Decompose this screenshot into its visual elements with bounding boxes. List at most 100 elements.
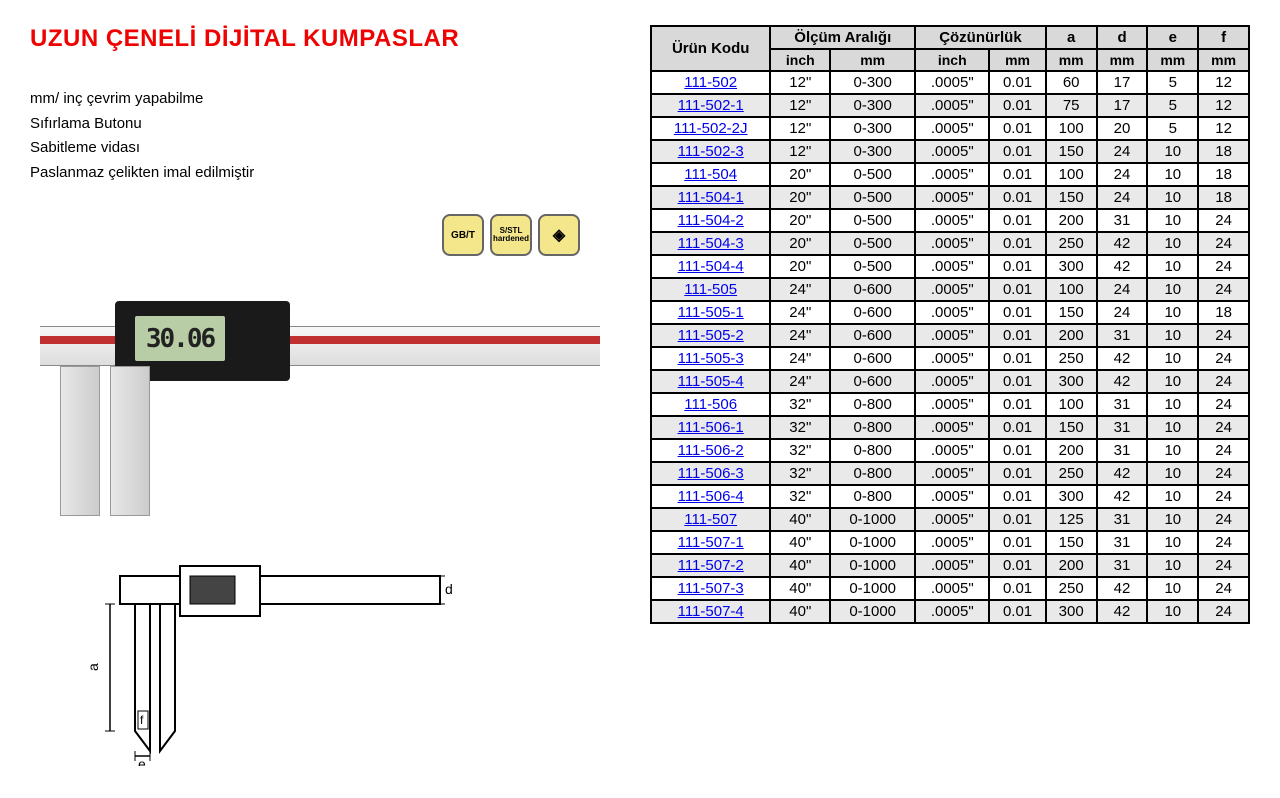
cell-res-mm: 0.01 [989,324,1045,347]
dimension-diagram: a d e f [80,556,460,766]
col-f: f [1198,26,1249,49]
cell-a: 200 [1046,324,1097,347]
cell-d: 24 [1097,140,1148,163]
unit-mm: mm [1046,49,1097,71]
cell-res-inch: .0005" [915,117,989,140]
cell-code[interactable]: 111-504-2 [651,209,770,232]
cell-mm: 0-500 [830,209,915,232]
product-link[interactable]: 111-505 [684,281,737,298]
cell-a: 200 [1046,554,1097,577]
col-resolution: Çözünürlük [915,26,1046,49]
cell-code[interactable]: 111-506-2 [651,439,770,462]
table-row: 111-504-220"0-500.0005"0.01200311024 [651,209,1249,232]
cell-code[interactable]: 111-504 [651,163,770,186]
cell-f: 24 [1198,324,1249,347]
product-link[interactable]: 111-502-1 [678,97,744,114]
cell-inch: 40" [770,600,830,623]
cell-code[interactable]: 111-505-4 [651,370,770,393]
cell-code[interactable]: 111-505-1 [651,301,770,324]
cell-f: 12 [1198,117,1249,140]
caliper-jaw-fixed [60,366,100,516]
cell-res-mm: 0.01 [989,370,1045,393]
cell-e: 10 [1147,577,1198,600]
cell-code[interactable]: 111-505-2 [651,324,770,347]
cell-e: 10 [1147,416,1198,439]
cell-a: 300 [1046,255,1097,278]
cell-f: 18 [1198,301,1249,324]
product-link[interactable]: 111-505-1 [678,304,744,321]
product-link[interactable]: 111-502 [684,74,737,91]
cell-f: 24 [1198,439,1249,462]
feature-item: Paslanmaz çelikten imal edilmiştir [30,162,620,185]
product-link[interactable]: 111-502-3 [678,143,744,160]
cell-res-inch: .0005" [915,531,989,554]
cell-code[interactable]: 111-504-3 [651,232,770,255]
cell-code[interactable]: 111-507-2 [651,554,770,577]
product-link[interactable]: 111-504-4 [678,258,744,275]
cell-code[interactable]: 111-507-3 [651,577,770,600]
cell-e: 10 [1147,278,1198,301]
product-link[interactable]: 111-507-3 [678,580,744,597]
badge-sstl-text: S/STL hardened [492,227,530,243]
table-row: 111-507-140"0-1000.0005"0.01150311024 [651,531,1249,554]
product-link[interactable]: 111-506 [684,396,737,413]
table-row: 111-50524"0-600.0005"0.01100241024 [651,278,1249,301]
cell-d: 42 [1097,347,1148,370]
cell-res-inch: .0005" [915,485,989,508]
cell-res-mm: 0.01 [989,232,1045,255]
product-link[interactable]: 111-505-2 [678,327,744,344]
product-link[interactable]: 111-502-2J [674,120,748,137]
cell-mm: 0-600 [830,278,915,301]
table-row: 111-502-112"0-300.0005"0.017517512 [651,94,1249,117]
cell-code[interactable]: 111-502 [651,71,770,94]
cell-code[interactable]: 111-504-1 [651,186,770,209]
cell-code[interactable]: 111-505 [651,278,770,301]
cell-a: 75 [1046,94,1097,117]
product-link[interactable]: 111-504-3 [678,235,744,252]
product-link[interactable]: 111-507 [684,511,737,528]
product-link[interactable]: 111-504 [684,166,737,183]
cell-f: 24 [1198,600,1249,623]
cell-code[interactable]: 111-506-4 [651,485,770,508]
cell-code[interactable]: 111-502-3 [651,140,770,163]
product-link[interactable]: 111-506-4 [678,488,744,505]
cell-mm: 0-1000 [830,600,915,623]
cell-mm: 0-300 [830,94,915,117]
cell-res-mm: 0.01 [989,140,1045,163]
cell-f: 24 [1198,393,1249,416]
table-row: 111-50212"0-300.0005"0.016017512 [651,71,1249,94]
product-link[interactable]: 111-507-1 [678,534,744,551]
product-link[interactable]: 111-507-2 [678,557,744,574]
cell-code[interactable]: 111-507 [651,508,770,531]
cell-e: 10 [1147,209,1198,232]
cell-e: 10 [1147,301,1198,324]
cell-code[interactable]: 111-506-3 [651,462,770,485]
cell-f: 24 [1198,508,1249,531]
cell-code[interactable]: 111-507-1 [651,531,770,554]
cell-code[interactable]: 111-505-3 [651,347,770,370]
product-link[interactable]: 111-504-1 [678,189,744,206]
cell-code[interactable]: 111-507-4 [651,600,770,623]
product-link[interactable]: 111-506-2 [678,442,744,459]
cell-res-inch: .0005" [915,393,989,416]
product-link[interactable]: 111-506-1 [678,419,744,436]
product-link[interactable]: 111-506-3 [678,465,744,482]
cell-inch: 24" [770,324,830,347]
product-link[interactable]: 111-505-4 [678,373,744,390]
cell-code[interactable]: 111-502-2J [651,117,770,140]
cell-a: 60 [1046,71,1097,94]
cell-code[interactable]: 111-502-1 [651,94,770,117]
cell-d: 24 [1097,163,1148,186]
cell-e: 10 [1147,186,1198,209]
cell-code[interactable]: 111-506 [651,393,770,416]
product-link[interactable]: 111-505-3 [678,350,744,367]
cell-d: 20 [1097,117,1148,140]
product-link[interactable]: 111-507-4 [678,603,744,620]
cell-mm: 0-500 [830,186,915,209]
cell-inch: 32" [770,416,830,439]
product-link[interactable]: 111-504-2 [678,212,744,229]
cell-code[interactable]: 111-506-1 [651,416,770,439]
cell-e: 10 [1147,163,1198,186]
cell-e: 10 [1147,439,1198,462]
cell-code[interactable]: 111-504-4 [651,255,770,278]
